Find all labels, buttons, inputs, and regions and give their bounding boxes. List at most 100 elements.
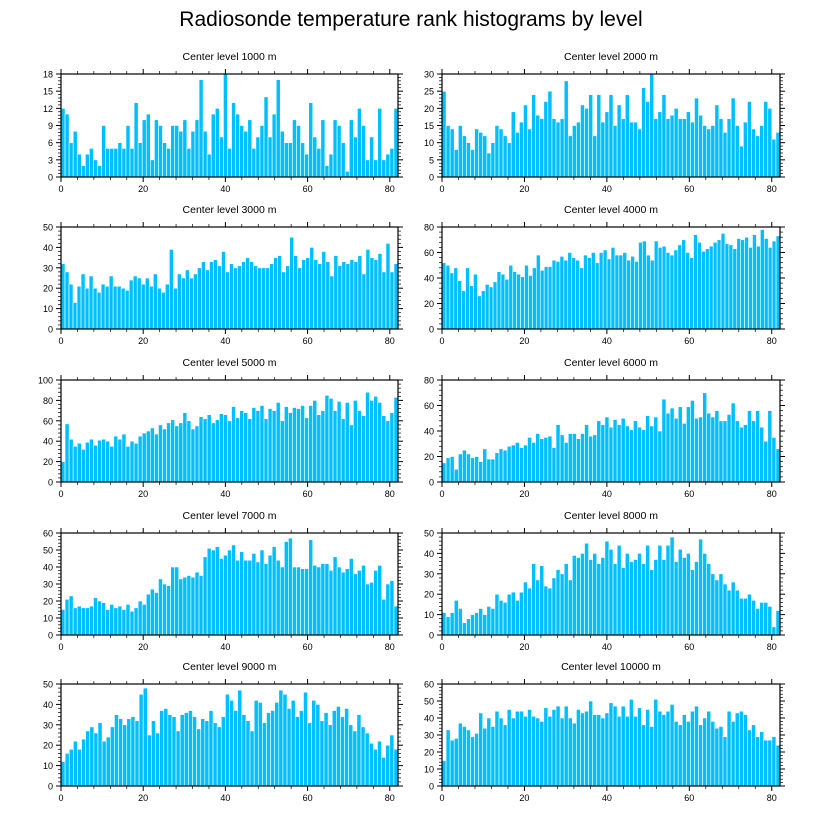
histogram-bar — [738, 145, 744, 178]
histogram-bar — [775, 132, 781, 178]
histogram-bar — [657, 544, 663, 636]
histogram-bar — [223, 414, 228, 483]
histogram-bar — [303, 691, 308, 787]
histogram-bar — [512, 271, 517, 330]
histogram-bar — [219, 413, 224, 483]
histogram-bar — [747, 729, 752, 787]
histogram-bar — [592, 135, 598, 178]
histogram-bar — [708, 245, 714, 330]
x-tick-label: 20 — [519, 336, 529, 346]
histogram-bar — [150, 588, 155, 636]
histogram-bar — [196, 728, 202, 787]
histogram-bar — [129, 148, 135, 178]
histogram-bar — [233, 267, 238, 330]
histogram-bar — [178, 422, 184, 483]
histogram-bar — [461, 290, 466, 330]
histogram-bar — [352, 730, 358, 787]
histogram-bar — [141, 604, 147, 636]
histogram-bar — [449, 612, 455, 636]
histogram-bar — [645, 709, 650, 787]
histogram-bar — [389, 271, 395, 330]
y-tick-label: 15 — [424, 121, 434, 131]
histogram-bar — [559, 118, 565, 178]
histogram-bar — [163, 708, 169, 787]
histogram-bar — [124, 289, 130, 330]
histogram-bar — [101, 125, 106, 178]
x-tick-label: 40 — [220, 793, 230, 803]
histogram-bar — [193, 273, 198, 330]
histogram-bar — [393, 748, 399, 787]
y-tick-label: 40 — [424, 274, 434, 284]
histogram-bar — [531, 442, 536, 483]
histogram-bar — [653, 698, 659, 787]
histogram-bar — [93, 732, 99, 787]
histogram-bar — [158, 578, 163, 636]
histogram-bar — [316, 148, 322, 178]
histogram-bar — [267, 554, 273, 636]
histogram-bar — [166, 148, 171, 178]
histogram-bar — [247, 559, 253, 636]
histogram-bar — [743, 121, 748, 178]
histogram-bar — [563, 259, 569, 330]
histogram-bar — [462, 622, 467, 636]
histogram-bar — [498, 448, 504, 483]
histogram-bar — [385, 420, 391, 483]
histogram-bar — [535, 579, 541, 636]
histogram-bar — [594, 262, 600, 330]
histogram-bar — [523, 581, 528, 636]
histogram-bar — [214, 546, 220, 636]
histogram-bar — [543, 585, 549, 636]
histogram-bar — [279, 420, 285, 483]
histogram-bar — [239, 551, 245, 636]
x-tick-label: 20 — [519, 642, 529, 652]
histogram-bar — [751, 724, 756, 787]
histogram-bar — [365, 583, 370, 636]
histogram-bar — [292, 407, 297, 483]
histogram-bar — [620, 417, 626, 483]
y-tick-label: 10 — [43, 614, 53, 624]
histogram-bar — [381, 415, 387, 483]
histogram-bar — [657, 710, 663, 787]
histogram-bar — [706, 710, 712, 787]
y-tick-label: 30 — [424, 731, 434, 741]
histogram-bar — [132, 275, 138, 330]
histogram-bar — [580, 553, 585, 636]
histogram-bar — [257, 267, 262, 330]
histogram-bar — [531, 715, 536, 787]
histogram-bar — [344, 708, 349, 787]
histogram-bar — [551, 447, 557, 483]
histogram-bar — [580, 712, 585, 787]
histogram-bar — [235, 113, 240, 178]
histogram-bar — [121, 433, 127, 483]
histogram-bar — [612, 419, 618, 483]
histogram-bar — [109, 148, 115, 178]
histogram-bar — [336, 706, 341, 787]
histogram-bar — [179, 714, 185, 787]
histogram-bar — [344, 402, 350, 483]
x-tick-label: 60 — [303, 642, 313, 652]
histogram-bar — [202, 130, 208, 178]
panel-title: Center level 10000 m — [561, 661, 661, 673]
x-tick-label: 40 — [220, 336, 230, 346]
histogram-bar — [225, 693, 230, 787]
histogram-panel: 0 10 20 30 40 50 60 0 20 40 60 80 Center level 7000 … — [43, 510, 403, 652]
panel-title: Center level 8000 m — [564, 510, 658, 522]
histogram-bar — [441, 612, 447, 636]
histogram-bar — [101, 438, 106, 483]
histogram-bar — [559, 573, 565, 636]
histogram-bar — [592, 553, 598, 636]
histogram-bar — [716, 239, 722, 330]
histogram-bar — [614, 254, 620, 330]
histogram-bar — [502, 602, 508, 636]
histogram-bar — [641, 724, 646, 787]
x-tick-label: 20 — [519, 489, 529, 499]
histogram-bar — [360, 726, 366, 787]
histogram-bar — [227, 549, 232, 636]
histogram-bar — [208, 710, 214, 787]
histogram-panel: 0 3 6 9 12 15 18 0 20 40 60 80 Center level 1000 m — [43, 51, 403, 194]
histogram-bar — [624, 94, 630, 178]
y-tick-label: 9 — [48, 121, 53, 131]
histogram-bar — [686, 111, 691, 178]
histogram-bar — [494, 593, 500, 636]
